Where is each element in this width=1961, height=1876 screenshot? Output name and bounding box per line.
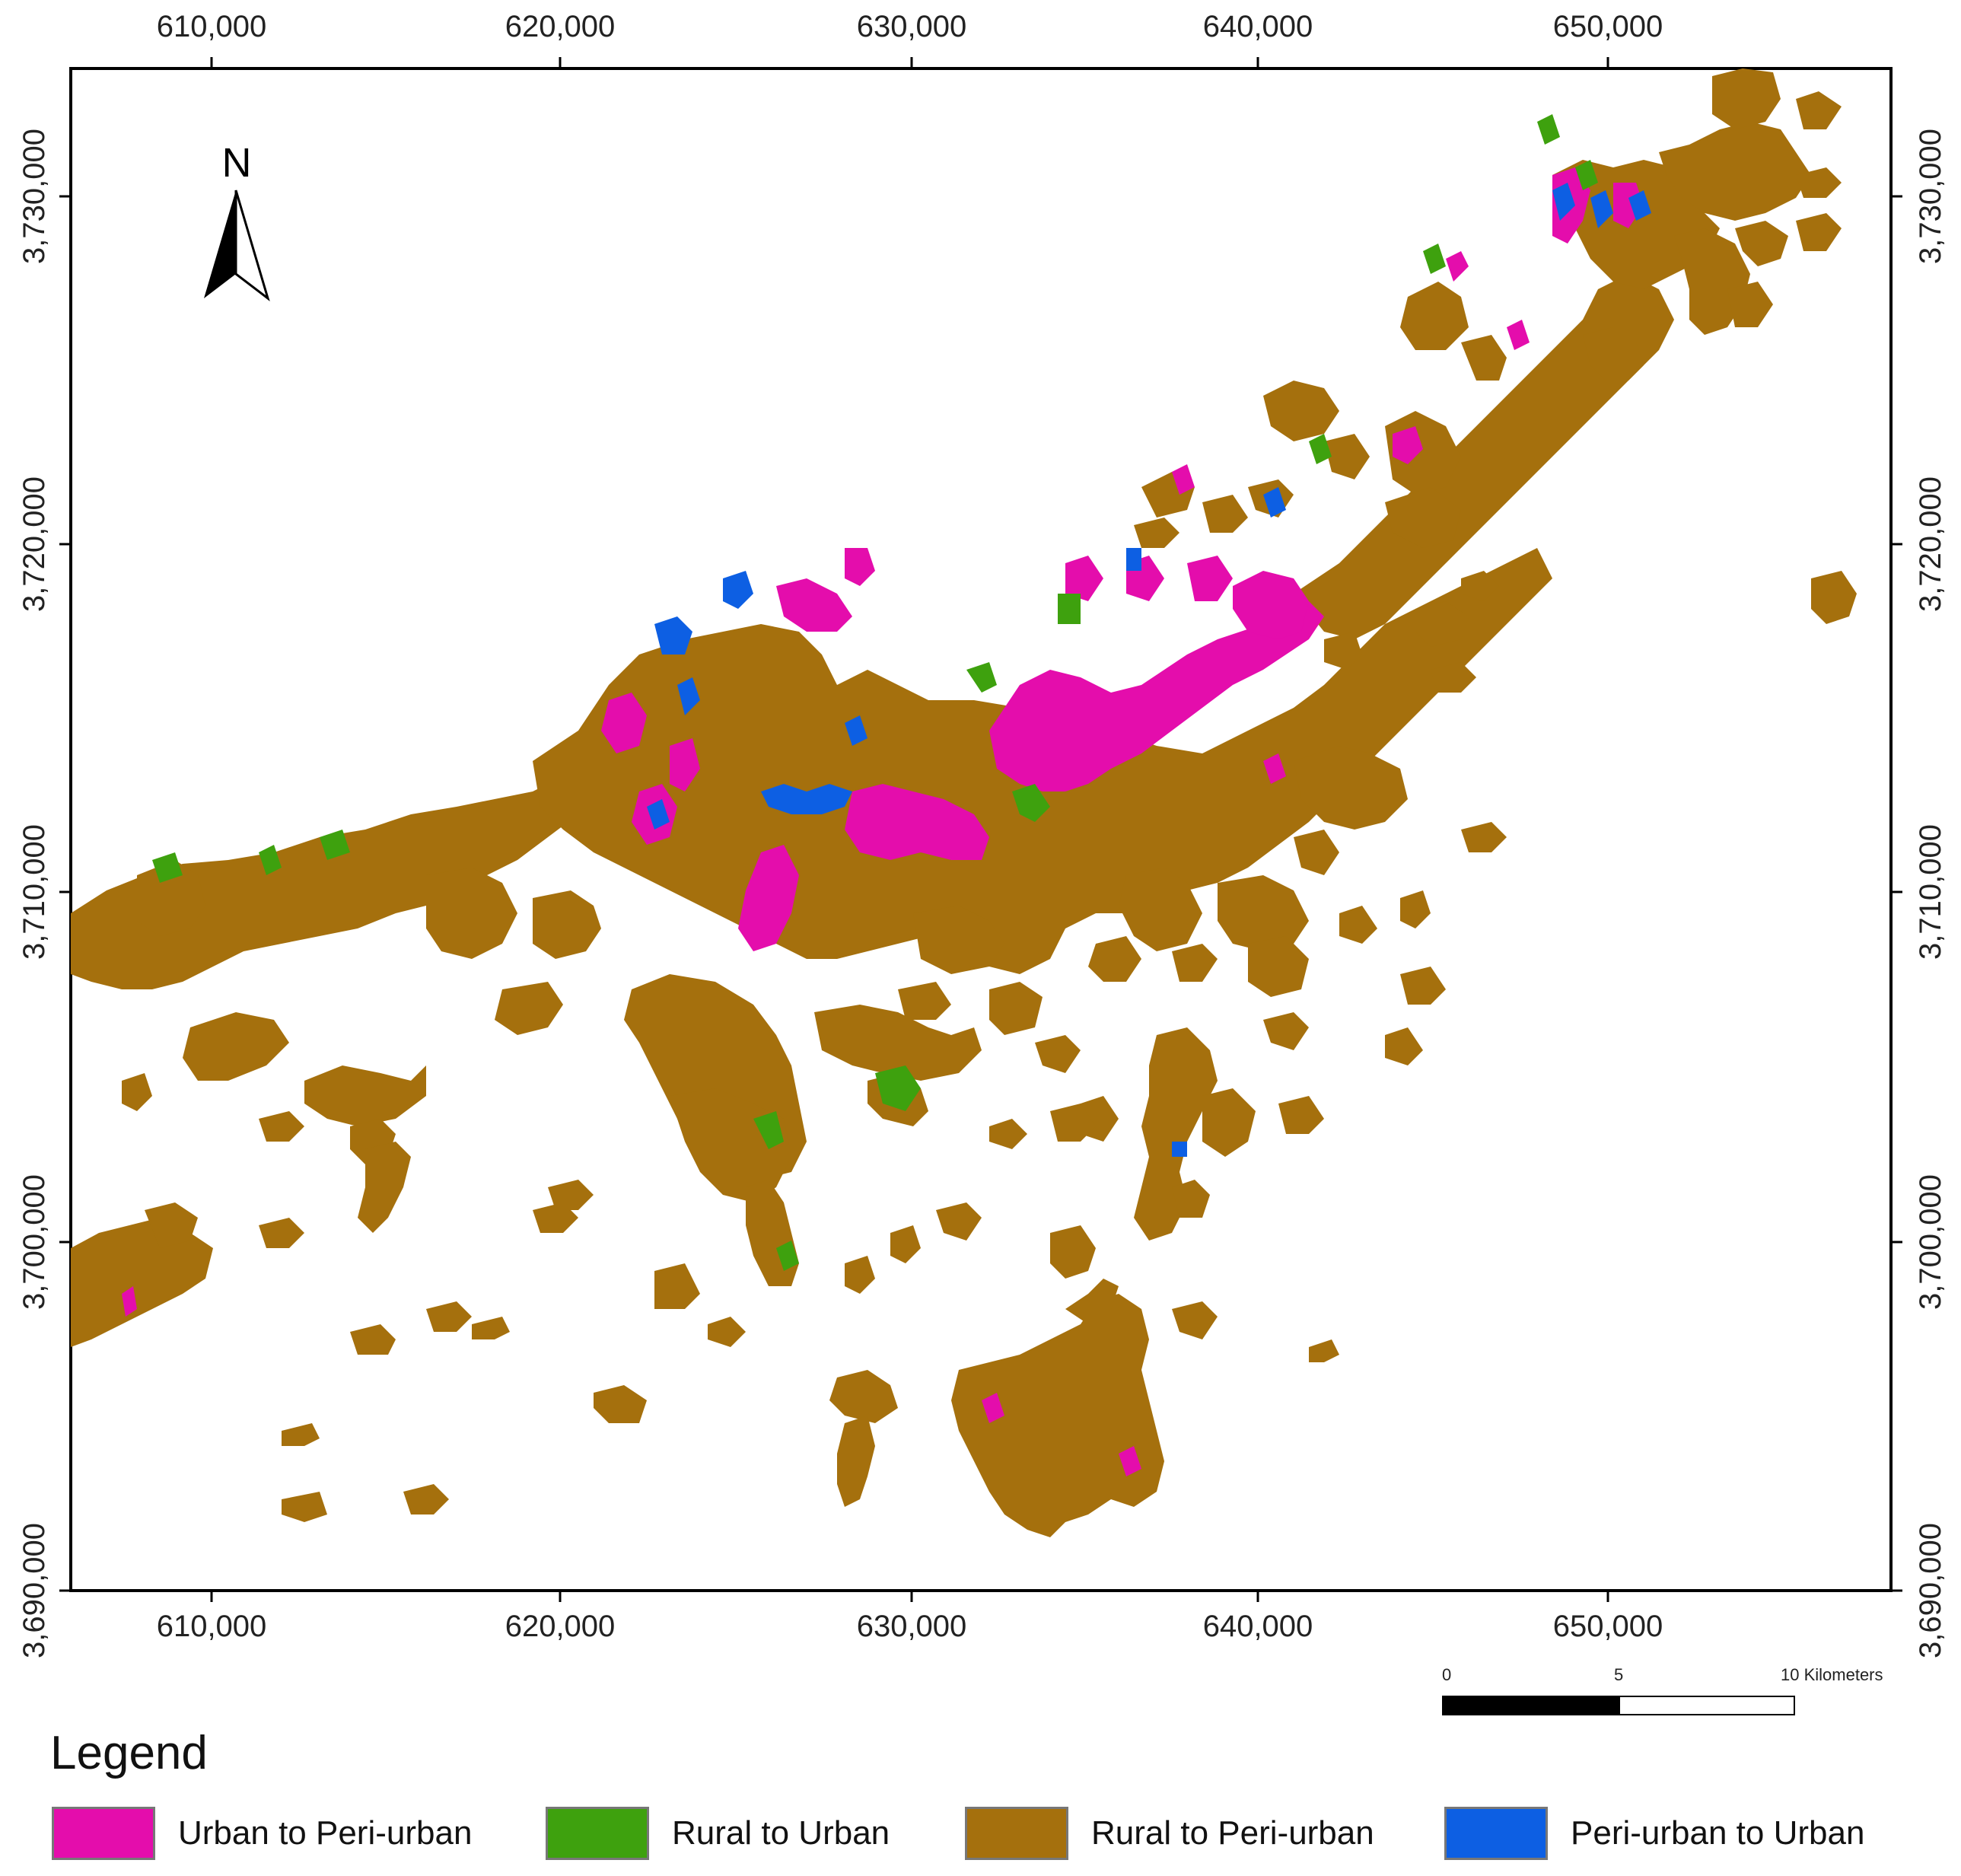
x-tick-top-640000: 640,000 [1203,10,1313,43]
legend-swatch-rural-to-peri-urban [965,1807,1068,1860]
y-tick-right-3710000: 3,710,000 [1914,824,1947,960]
x-tick-bottom-640000: 640,000 [1203,1610,1313,1643]
scale-bar-black-segment [1442,1696,1619,1715]
legend-label-rural-to-peri-urban: Rural to Peri-urban [1091,1814,1374,1852]
legend-label-peri-urban-to-urban: Peri-urban to Urban [1571,1814,1865,1852]
x-tick-top-650000: 650,000 [1553,10,1663,43]
x-tick-top-610000: 610,000 [157,10,267,43]
legend-item-rural-to-urban: Rural to Urban [546,1805,890,1862]
scale-bar-white-segment [1619,1696,1795,1715]
rural-to-urban-areas [152,114,1598,1271]
x-tick-bottom-620000: 620,000 [505,1610,616,1643]
x-tick-bottom-630000: 630,000 [857,1610,967,1643]
legend-swatch-urban-to-peri-urban [52,1807,155,1860]
y-tick-right-3730000: 3,730,000 [1914,129,1947,264]
scale-label-5: 5 [1614,1665,1624,1684]
scale-label-10: 10 Kilometers [1781,1665,1883,1684]
north-arrow-icon [204,190,270,301]
legend-item-peri-urban-to-urban: Peri-urban to Urban [1444,1805,1864,1862]
y-tick-right-3690000: 3,690,000 [1914,1523,1947,1658]
y-tick-right-3700000: 3,700,000 [1914,1174,1947,1310]
land-change-patches [71,68,1857,1537]
axis-ticks [59,57,1902,1602]
legend-title: Legend [50,1727,208,1779]
legend-label-rural-to-urban: Rural to Urban [672,1814,890,1852]
scale-bar: 0 5 10 Kilometers [1442,1665,1883,1726]
scale-label-0: 0 [1442,1665,1452,1684]
y-tick-left-3700000: 3,700,000 [18,1174,51,1310]
y-tick-left-3690000: 3,690,000 [18,1523,51,1658]
x-tick-bottom-650000: 650,000 [1553,1610,1663,1643]
urban-to-peri-urban-areas [122,167,1644,1476]
legend-swatch-rural-to-urban [546,1807,649,1860]
x-tick-top-620000: 620,000 [505,10,616,43]
y-tick-left-3710000: 3,710,000 [18,824,51,960]
legend-item-rural-to-peri-urban: Rural to Peri-urban [965,1805,1374,1862]
north-label: N [222,140,252,186]
legend-label-urban-to-peri-urban: Urban to Peri-urban [178,1814,473,1852]
peri-urban-to-urban-areas [647,183,1651,1157]
legend-swatch-peri-urban-to-urban [1444,1807,1548,1860]
legend-item-urban-to-peri-urban: Urban to Peri-urban [52,1805,472,1862]
y-tick-left-3720000: 3,720,000 [18,476,51,612]
y-tick-left-3730000: 3,730,000 [18,129,51,264]
x-tick-top-630000: 630,000 [857,10,967,43]
x-tick-bottom-610000: 610,000 [157,1610,267,1643]
y-tick-right-3720000: 3,720,000 [1914,476,1947,612]
